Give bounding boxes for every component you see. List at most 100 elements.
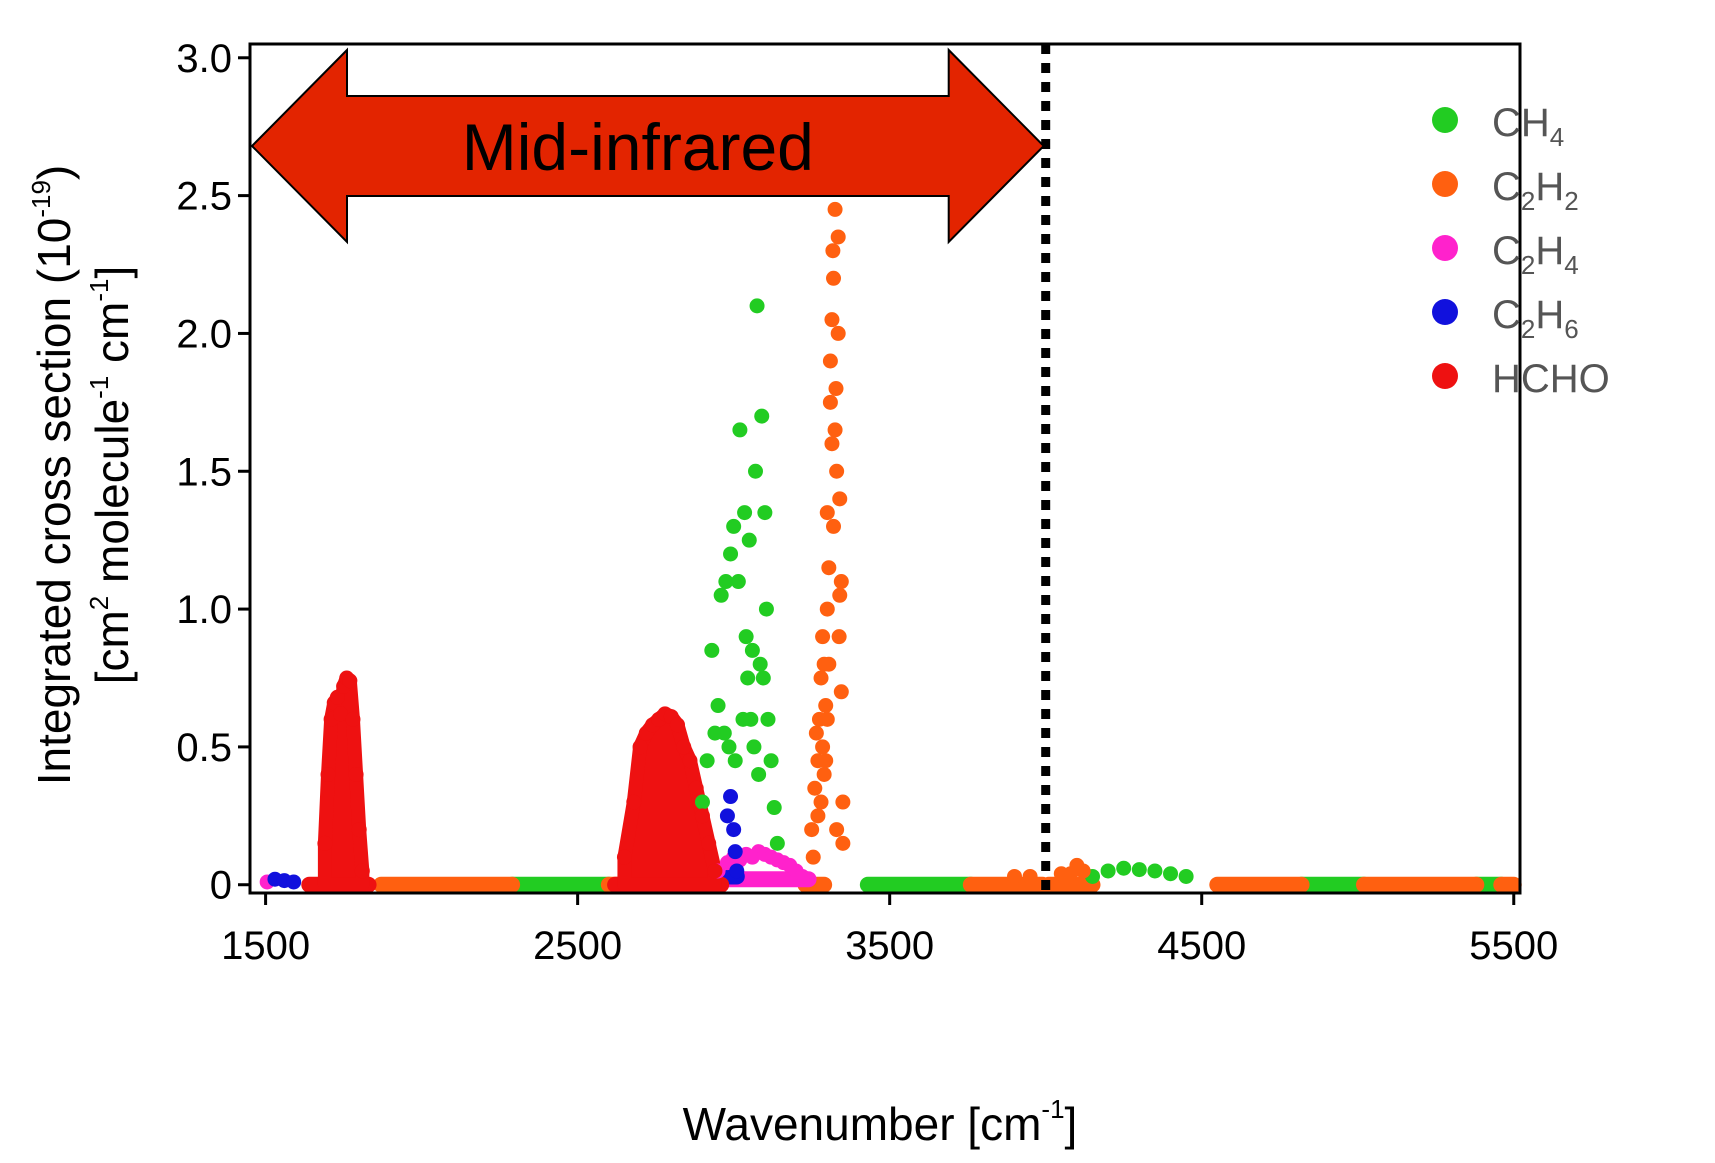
point-C2H2 [835, 835, 851, 851]
plot-frame [248, 42, 1522, 895]
y-tick-label: 1.5 [176, 450, 232, 494]
legend-label-HCHO: HCHO [1492, 357, 1610, 401]
point-HCHO [345, 711, 361, 727]
point-C2H2 [830, 229, 846, 245]
point-CH4 [769, 835, 785, 851]
point-CH4 [758, 601, 774, 617]
point-CH4 [1178, 868, 1194, 884]
y-axis-label-line2: [cm2 molecule-1 cm-1] [84, 266, 138, 685]
legend-marker-HCHO [1432, 363, 1458, 389]
point-CH4 [727, 753, 743, 769]
data-marks [259, 201, 1522, 893]
point-C2H2 [813, 794, 829, 810]
point-C2H2 [819, 601, 835, 617]
point-C2H2 [826, 518, 842, 534]
point-CH4 [723, 546, 739, 562]
point-CH4 [763, 753, 779, 769]
point-CH4 [738, 629, 754, 645]
point-CH4 [741, 532, 757, 548]
point-C2H2 [815, 629, 831, 645]
point-CH4 [718, 574, 734, 590]
point-C2H2 [821, 656, 837, 672]
point-CH4 [766, 800, 782, 816]
point-CH4 [749, 298, 765, 314]
legend-label-CH4: CH4 [1492, 101, 1564, 152]
legend: CH4 C2H2 C2H4 C2H6 HCHO [1432, 101, 1610, 401]
point-HCHO [348, 766, 364, 782]
point-C2H2 [813, 670, 829, 686]
point-C2H2 [815, 739, 831, 755]
point-C2H6 [729, 863, 745, 879]
point-CH4 [743, 711, 759, 727]
point-C2H2 [832, 587, 848, 603]
point-C2H2 [828, 381, 844, 397]
point-CH4 [740, 670, 756, 686]
point-C2H2 [808, 725, 824, 741]
point-C2H2 [835, 794, 851, 810]
point-C2H2 [821, 560, 837, 576]
mid-infrared-double-arrow [250, 47, 1046, 245]
point-CH4 [726, 518, 742, 534]
x-tick-label: 3500 [845, 924, 934, 968]
point-HCHO [701, 835, 717, 851]
point-CH4 [704, 642, 720, 658]
point-C2H6 [286, 874, 302, 890]
point-CH4 [1100, 863, 1116, 879]
point-C2H2 [1022, 868, 1038, 884]
point-C2H2 [818, 753, 834, 769]
point-CH4 [746, 739, 762, 755]
legend-marker-C2H2 [1432, 171, 1458, 197]
point-C2H2 [816, 766, 832, 782]
legend-label-C2H2: C2H2 [1492, 165, 1579, 216]
point-CH4 [737, 505, 753, 521]
point-C2H2 [810, 808, 826, 824]
point-HCHO [707, 863, 723, 879]
point-C2H2 [825, 243, 841, 259]
point-C2H2 [833, 684, 849, 700]
point-HCHO [682, 753, 698, 769]
x-tick-label: 1500 [221, 924, 310, 968]
point-CH4 [694, 794, 710, 810]
point-HCHO [626, 794, 642, 810]
y-axis-label-line1: Integrated cross section (10-19) [26, 165, 80, 786]
point-CH4 [1131, 862, 1147, 878]
point-C2H2 [1006, 868, 1022, 884]
point-C2H2 [1053, 866, 1069, 882]
point-C2H2 [819, 505, 835, 521]
point-C2H6 [727, 844, 743, 860]
legend-label-C2H6: C2H6 [1492, 293, 1579, 344]
point-C2H2 [1075, 863, 1091, 879]
point-CH4 [730, 574, 746, 590]
point-C2H2 [824, 436, 840, 452]
x-tick-label: 2500 [533, 924, 622, 968]
y-tick-label: 0.5 [176, 726, 232, 770]
point-HCHO [342, 673, 358, 689]
y-tick-label: 2.0 [176, 312, 232, 356]
point-C2H6 [723, 789, 739, 805]
y-tick-label: 1.0 [176, 588, 232, 632]
overlays: Mid-infrared [250, 44, 1051, 893]
point-CH4 [751, 766, 767, 782]
point-C2H2 [805, 849, 821, 865]
point-HCHO [317, 835, 333, 851]
x-tick-label: 4500 [1157, 924, 1246, 968]
point-C2H2 [819, 711, 835, 727]
point-C2H2 [826, 270, 842, 286]
point-HCHO [669, 717, 685, 733]
point-HCHO [329, 689, 345, 705]
point-CH4 [757, 505, 773, 521]
point-C2H2 [822, 394, 838, 410]
point-CH4 [721, 739, 737, 755]
point-C2H6 [726, 822, 742, 838]
point-C2H6 [719, 808, 735, 824]
point-C2H2 [831, 629, 847, 645]
point-HCHO [351, 822, 367, 838]
x-axis-label: Wavenumber [cm-1] [683, 1094, 1078, 1150]
point-CH4 [1116, 860, 1132, 876]
point-C2H2 [829, 463, 845, 479]
point-C2H2 [827, 422, 843, 438]
point-CH4 [752, 656, 768, 672]
legend-label-C2H4: C2H4 [1492, 229, 1579, 280]
point-C2H2 [807, 780, 823, 796]
point-C2H2 [818, 698, 834, 714]
